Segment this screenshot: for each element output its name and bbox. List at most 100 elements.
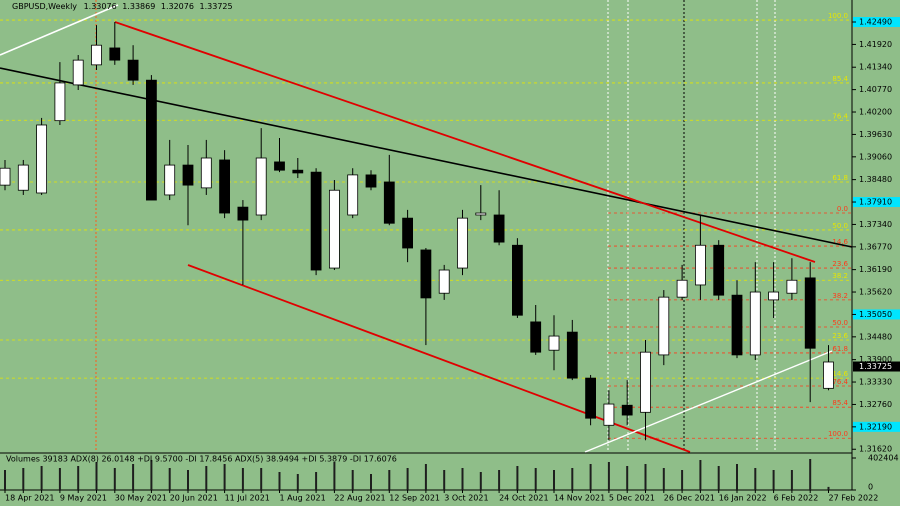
volume-bar: [607, 462, 610, 490]
volume-bar: [4, 470, 6, 490]
candle-body: [475, 212, 487, 216]
candle-body: [109, 47, 121, 61]
x-tick-label: 6 Feb 2022: [774, 494, 819, 503]
volume-bar: [315, 472, 318, 490]
candle-body: [658, 296, 670, 356]
fib-label: 38.2: [832, 272, 848, 280]
x-tick-label: 30 May 2021: [115, 494, 167, 503]
volume-bar: [461, 468, 464, 490]
candle-body: [713, 244, 725, 296]
fib-label: 76.4: [832, 112, 848, 120]
volume-bar: [205, 466, 208, 490]
y-tick-label: 1.42490: [859, 18, 892, 27]
candle-body: [347, 174, 359, 216]
candle-body: [36, 124, 47, 194]
y-tick-label: 1.36770: [859, 242, 892, 251]
candle-body: [219, 159, 231, 214]
x-tick-label: 16 Jan 2022: [719, 494, 767, 503]
x-tick-label: 3 Oct 2021: [444, 494, 488, 503]
x-tick-label: 27 Feb 2022: [829, 494, 879, 503]
y-tick-label: 1.37910: [859, 198, 892, 207]
vertical-markers: [95, 0, 776, 452]
volume-bar: [40, 466, 43, 490]
candle-body: [823, 361, 834, 389]
volume-bar: [424, 464, 427, 490]
candle-body: [17, 164, 29, 191]
volume-bar: [278, 472, 281, 490]
y-tick-label: 1.39630: [859, 130, 892, 139]
volume-bar: [553, 470, 555, 490]
volume-bar: [626, 466, 629, 490]
candle-body: [548, 335, 560, 351]
candle-body: [493, 214, 505, 243]
x-tick-label: 9 May 2021: [60, 494, 107, 503]
y-tick-label: 1.35620: [859, 288, 892, 297]
chart-header: GBPUSD,Weekly 1.33076 1.33869 1.32076 1.…: [12, 2, 233, 11]
x-tick-label: 12 Sep 2021: [389, 494, 440, 503]
x-tick-label: 26 Dec 2021: [664, 494, 715, 503]
volume-bar: [516, 466, 519, 490]
candle-body: [457, 217, 468, 269]
x-tick-label: 5 Dec 2021: [609, 494, 655, 503]
volume-bar: [681, 470, 684, 490]
fib-label: 100.0: [828, 12, 848, 20]
fib-label: 0.0: [837, 205, 848, 213]
candle-body: [804, 277, 816, 349]
volume-bar: [351, 470, 354, 490]
volume-bar: [58, 468, 61, 490]
candle-body: [72, 59, 84, 86]
candle-body: [585, 377, 596, 419]
tick-highlight: [853, 17, 900, 28]
fib-label: 85.4: [832, 75, 848, 83]
tick-highlight: [853, 309, 900, 320]
price-axis: 1.42490 1.41920 1.41340 1.40770 1.40200 1.396…: [852, 17, 900, 454]
candle-body: [145, 79, 157, 201]
candle-body: [164, 164, 176, 196]
candle-body: [54, 82, 66, 122]
fib-label: 14.6: [832, 238, 848, 246]
time-axis: 18 Apr 2021 9 May 2021 30 May 2021 20 Jun 2…: [4, 490, 879, 503]
x-tick-label: 18 Apr 2021: [5, 494, 54, 503]
volume-bar: [168, 468, 171, 490]
candle-body: [749, 291, 761, 356]
candle-body: [640, 351, 651, 413]
y-tick-label: 1.41920: [859, 40, 892, 49]
volume-bar: [717, 466, 720, 490]
candle-body: [695, 244, 706, 286]
fib-label: 14.6: [832, 370, 848, 378]
y-tick-label: 402404: [868, 454, 899, 463]
candle-body: [530, 321, 542, 353]
x-tick-label: 24 Oct 2021: [499, 494, 548, 503]
x-tick-label: 14 Nov 2021: [554, 494, 605, 503]
y-tick-label: 1.32190: [859, 422, 892, 431]
volume-bar: [754, 468, 757, 490]
candle-body: [603, 403, 615, 426]
candle-body: [182, 164, 194, 186]
x-tick-label: 1 Aug 2021: [280, 494, 326, 503]
y-tick-label: 1.39060: [859, 152, 892, 161]
x-tick-label: 11 Jul 2021: [225, 494, 270, 503]
fib-label: 76.4: [832, 378, 848, 386]
trend-line: [0, 4, 119, 56]
fib-label: 61.8: [832, 174, 848, 182]
tick-highlight: [853, 421, 900, 432]
fib-label: 23.6: [832, 332, 848, 340]
candle-body: [91, 44, 102, 66]
volume-bar: [644, 464, 647, 490]
y-tick-label: 1.33330: [859, 378, 892, 387]
x-tick-label: 22 Aug 2021: [334, 494, 385, 503]
candles: [0, 22, 834, 441]
volume-bar: [772, 470, 775, 490]
y-tick-label: 1.35050: [859, 310, 892, 319]
x-tick-label: 20 Jun 2021: [170, 494, 218, 503]
candle-body: [676, 279, 688, 298]
fib-label: 50.0: [832, 222, 848, 230]
candle-body: [731, 294, 743, 356]
candle-body: [768, 291, 779, 301]
volume-bar: [662, 468, 665, 490]
header-low: 1.32076: [161, 2, 194, 11]
candle-body: [438, 269, 450, 294]
trend-line: [0, 67, 853, 248]
y-tick-label: 1.37340: [859, 220, 892, 229]
